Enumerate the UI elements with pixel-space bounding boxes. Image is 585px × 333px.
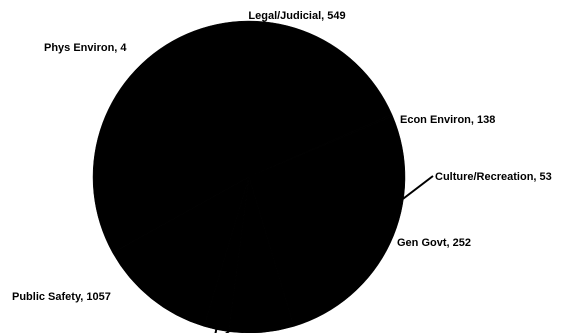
pie-slice-legal-judicial <box>248 115 406 327</box>
slice-labels: Legal/Judicial, 549 Econ Environ, 138 Cu… <box>12 10 552 303</box>
slice-label-legal-judicial: Legal/Judicial, 549 <box>248 10 345 22</box>
slice-label-culture-recreation: Culture/Recreation, 53 <box>435 171 552 183</box>
pie-slice-gen-govt <box>112 176 250 327</box>
slice-label-public-safety: Public Safety, 1057 <box>12 291 111 303</box>
slice-label-gen-govt: Gen Govt, 252 <box>397 237 471 249</box>
pie-slices <box>92 20 406 333</box>
slice-label-phys-environ: Phys Environ, 4 <box>44 42 127 54</box>
slice-label-econ-environ: Econ Environ, 138 <box>400 114 495 126</box>
pie-slice-phys-environ <box>248 113 393 178</box>
pie-slice-public-safety <box>92 20 393 254</box>
